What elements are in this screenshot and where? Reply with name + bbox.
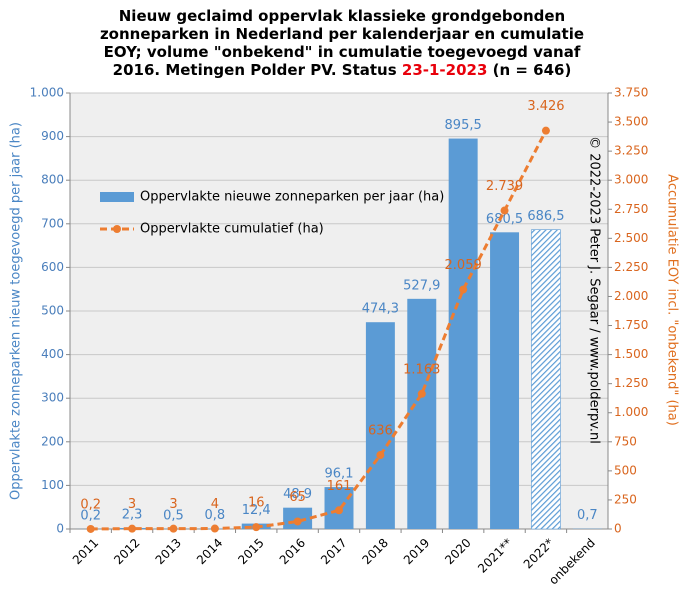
x-tick-label: 2016 bbox=[277, 536, 308, 567]
bar bbox=[490, 232, 519, 529]
legend-label: Oppervlakte cumulatief (ha) bbox=[140, 222, 324, 237]
y2-axis-label: Accumulatie EOY incl. "onbekend" (ha) bbox=[665, 174, 680, 426]
line-point bbox=[501, 207, 509, 215]
y2-tick-label: 3.750 bbox=[614, 86, 648, 100]
bar-value-label: 895,5 bbox=[445, 118, 482, 133]
bar-value-label: 474,3 bbox=[362, 302, 399, 317]
x-tick-label: 2013 bbox=[153, 536, 184, 567]
y-tick-label: 500 bbox=[41, 304, 64, 318]
line-value-label: 16 bbox=[248, 496, 265, 511]
bar-value-label: 0,7 bbox=[577, 508, 598, 523]
y-tick-label: 800 bbox=[41, 173, 64, 187]
line-value-label: 1.163 bbox=[403, 362, 440, 377]
y-tick-label: 700 bbox=[41, 216, 64, 230]
title-line: Nieuw geclaimd oppervlak klassieke grond… bbox=[119, 7, 565, 25]
y2-tick-label: 2.000 bbox=[614, 289, 648, 303]
line-value-label: 636 bbox=[368, 424, 393, 439]
line-value-label: 2.739 bbox=[486, 179, 523, 194]
line-value-label: 65 bbox=[289, 490, 306, 505]
y2-tick-label: 1.250 bbox=[614, 376, 648, 390]
line-value-label: 3 bbox=[128, 497, 136, 512]
x-tick-label: 2014 bbox=[194, 536, 225, 567]
line-point bbox=[376, 451, 384, 459]
line-point bbox=[294, 517, 302, 525]
title-line: 2016. Metingen Polder PV. Status bbox=[113, 61, 402, 79]
y2-tick-label: 2.500 bbox=[614, 231, 648, 245]
bar bbox=[407, 299, 436, 529]
y-tick-label: 400 bbox=[41, 347, 64, 361]
chart-title: Nieuw geclaimd oppervlak klassieke grond… bbox=[100, 7, 584, 79]
y2-tick-label: 2.750 bbox=[614, 202, 648, 216]
y-tick-label: 600 bbox=[41, 260, 64, 274]
legend-marker bbox=[113, 225, 121, 233]
title-line: zonneparken in Nederland per kalenderjaa… bbox=[100, 25, 584, 43]
x-tick-label: 2011 bbox=[70, 536, 101, 567]
line-value-label: 4 bbox=[211, 497, 219, 512]
y2-tick-label: 1.000 bbox=[614, 405, 648, 419]
line-point bbox=[252, 523, 260, 531]
line-point bbox=[169, 525, 177, 533]
line-point bbox=[335, 506, 343, 514]
x-tick-label: 2021** bbox=[475, 536, 515, 576]
bar bbox=[449, 139, 478, 529]
y2-tick-label: 3.500 bbox=[614, 115, 648, 129]
line-value-label: 3 bbox=[169, 497, 177, 512]
y2-tick-label: 500 bbox=[614, 463, 637, 477]
annotation: © 2022-2023 Peter J. Segaar / www.polder… bbox=[587, 136, 602, 444]
y-tick-label: 100 bbox=[41, 478, 64, 492]
line-value-label: 161 bbox=[327, 479, 352, 494]
title-line: EOY; volume "onbekend" in cumulatie toeg… bbox=[104, 43, 581, 61]
bar-value-label: 527,9 bbox=[403, 278, 440, 293]
y2-tick-label: 3.250 bbox=[614, 144, 648, 158]
bar bbox=[531, 230, 560, 529]
y2-tick-label: 250 bbox=[614, 492, 637, 506]
line-point bbox=[211, 525, 219, 533]
x-tick-label: 2020 bbox=[442, 536, 473, 567]
line-point bbox=[459, 286, 467, 294]
title-tail: (n = 646) bbox=[487, 61, 571, 79]
y-tick-label: 0 bbox=[56, 522, 64, 536]
x-tick-label: 2012 bbox=[111, 536, 142, 567]
line-point bbox=[87, 525, 95, 533]
y-tick-label: 300 bbox=[41, 391, 64, 405]
line-point bbox=[128, 525, 136, 533]
x-tick-label: 2017 bbox=[318, 536, 349, 567]
y-tick-label: 900 bbox=[41, 129, 64, 143]
y2-tick-label: 750 bbox=[614, 434, 637, 448]
y-tick-label: 200 bbox=[41, 434, 64, 448]
y-tick-label: 1.000 bbox=[30, 86, 64, 100]
line-point bbox=[542, 127, 550, 135]
x-tick-label: 2019 bbox=[401, 536, 432, 567]
y2-tick-label: 0 bbox=[614, 522, 622, 536]
x-tick-label: 2018 bbox=[359, 536, 390, 567]
line-value-label: 0,2 bbox=[80, 497, 101, 512]
y2-tick-label: 3.000 bbox=[614, 173, 648, 187]
y2-tick-label: 1.500 bbox=[614, 347, 648, 361]
line-point bbox=[418, 390, 426, 398]
line-value-label: 3.426 bbox=[527, 99, 564, 114]
x-tick-label: 2022* bbox=[521, 536, 557, 572]
legend-swatch bbox=[100, 192, 134, 202]
legend-label: Oppervlakte nieuwe zonneparken per jaar … bbox=[140, 190, 444, 205]
y2-tick-label: 1.750 bbox=[614, 318, 648, 332]
line-value-label: 2.059 bbox=[445, 258, 482, 273]
bar-value-label: 686,5 bbox=[527, 209, 564, 224]
y-axis-label: Oppervlakte zonneparken nieuw toegevoegd… bbox=[9, 122, 24, 500]
x-tick-label: 2015 bbox=[235, 536, 266, 567]
title-date: 23-1-2023 bbox=[402, 61, 488, 79]
y2-tick-label: 2.250 bbox=[614, 260, 648, 274]
